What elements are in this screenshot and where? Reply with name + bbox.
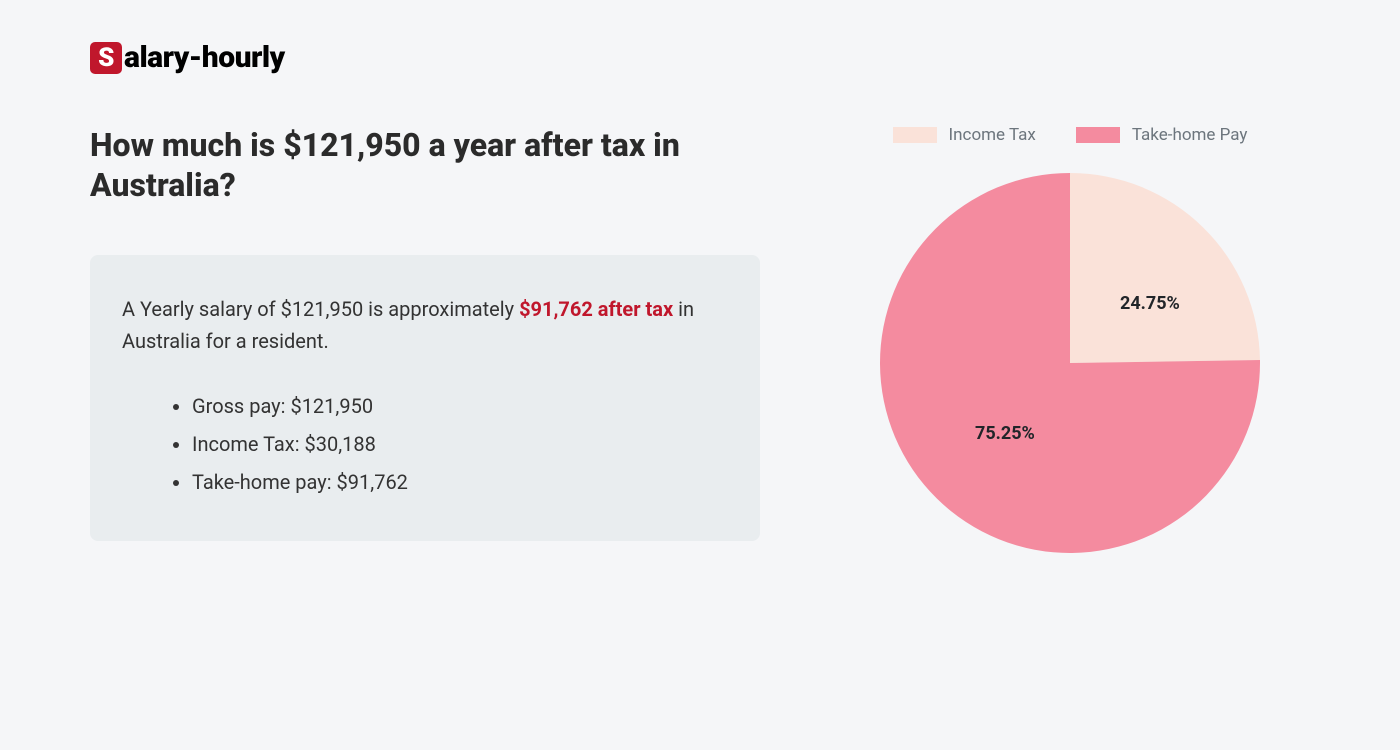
legend-item-take-home: Take-home Pay — [1076, 125, 1248, 145]
site-logo: S alary-hourly — [90, 40, 1310, 75]
chart-legend: Income Tax Take-home Pay — [893, 125, 1248, 145]
logo-text: alary-hourly — [124, 40, 285, 75]
legend-label: Income Tax — [949, 125, 1036, 145]
logo-badge-letter: S — [98, 45, 114, 71]
bullet-item: Income Tax: $30,188 — [192, 425, 728, 463]
summary-highlight: $91,762 after tax — [519, 297, 673, 321]
summary-prefix: A Yearly salary of $121,950 is approxima… — [122, 297, 519, 321]
summary-text: A Yearly salary of $121,950 is approxima… — [122, 293, 728, 357]
legend-swatch — [893, 127, 937, 143]
page-heading: How much is $121,950 a year after tax in… — [90, 125, 760, 205]
summary-box: A Yearly salary of $121,950 is approxima… — [90, 255, 760, 541]
legend-swatch — [1076, 127, 1120, 143]
pie-svg — [880, 173, 1260, 553]
bullet-item: Take-home pay: $91,762 — [192, 463, 728, 501]
logo-badge: S — [90, 42, 122, 74]
pie-slice-label: 24.75% — [1120, 293, 1180, 314]
pie-slice-label: 75.25% — [975, 423, 1035, 444]
summary-bullets: Gross pay: $121,950 Income Tax: $30,188 … — [122, 387, 728, 501]
bullet-item: Gross pay: $121,950 — [192, 387, 728, 425]
legend-item-income-tax: Income Tax — [893, 125, 1036, 145]
pie-chart: 24.75% 75.25% — [880, 173, 1260, 553]
legend-label: Take-home Pay — [1132, 125, 1248, 145]
